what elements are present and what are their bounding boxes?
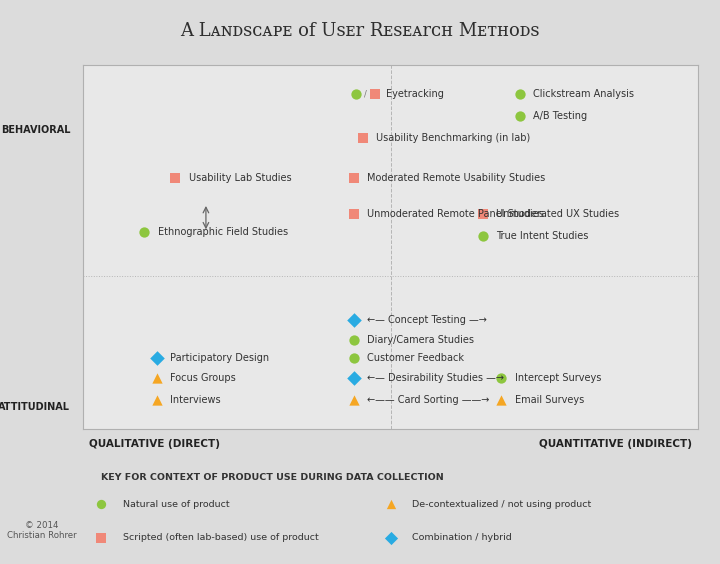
Text: Email Surveys: Email Surveys <box>515 395 584 404</box>
Point <box>477 209 489 218</box>
Text: Customer Feedback: Customer Feedback <box>367 354 464 363</box>
Point <box>348 373 359 382</box>
Text: Usability Lab Studies: Usability Lab Studies <box>189 173 292 183</box>
Text: BEHAVIORAL: BEHAVIORAL <box>1 125 71 135</box>
Text: De-contextualized / not using product: De-contextualized / not using product <box>412 500 591 509</box>
Text: Moderated Remote Usability Studies: Moderated Remote Usability Studies <box>367 173 546 183</box>
Text: ←—— Card Sorting ——→: ←—— Card Sorting ——→ <box>367 395 490 404</box>
Point <box>151 395 163 404</box>
Point <box>348 335 359 344</box>
Text: Eyetracking: Eyetracking <box>387 89 444 99</box>
Text: Clickstream Analysis: Clickstream Analysis <box>534 89 634 99</box>
Text: Scripted (often lab-based) use of product: Scripted (often lab-based) use of produc… <box>123 534 318 543</box>
Point <box>348 173 359 182</box>
Text: ←— Desirability Studies —→: ←— Desirability Studies —→ <box>367 373 504 383</box>
Point <box>151 373 163 382</box>
Point <box>369 90 381 99</box>
Text: Intercept Surveys: Intercept Surveys <box>515 373 601 383</box>
Text: Focus Groups: Focus Groups <box>170 373 236 383</box>
Text: © 2014
Christian Rohrer: © 2014 Christian Rohrer <box>6 521 76 540</box>
Point <box>348 315 359 324</box>
Text: ←— Concept Testing —→: ←— Concept Testing —→ <box>367 315 487 324</box>
Text: Ethnographic Field Studies: Ethnographic Field Studies <box>158 227 288 237</box>
Text: Unmoderated Remote Panel Studies: Unmoderated Remote Panel Studies <box>367 209 544 219</box>
Point <box>495 373 507 382</box>
Point <box>357 133 369 142</box>
Point <box>385 500 397 509</box>
Point <box>495 395 507 404</box>
Point <box>350 90 361 99</box>
Point <box>348 395 359 404</box>
Text: Natural use of product: Natural use of product <box>123 500 230 509</box>
Text: Participatory Design: Participatory Design <box>170 354 269 363</box>
Text: Diary/Camera Studies: Diary/Camera Studies <box>367 334 474 345</box>
Text: Interviews: Interviews <box>170 395 221 404</box>
Point <box>514 111 526 120</box>
Point <box>169 173 181 182</box>
Text: A Lᴀɴᴅѕᴄᴀᴘᴇ of Uѕᴇr Rᴇѕᴇᴀrᴄʜ Mᴇᴛʜᴏᴅѕ: A Lᴀɴᴅѕᴄᴀᴘᴇ of Uѕᴇr Rᴇѕᴇᴀrᴄʜ Mᴇᴛʜᴏᴅѕ <box>180 22 540 40</box>
Text: ATTITUDINAL: ATTITUDINAL <box>0 402 71 412</box>
Point <box>96 500 107 509</box>
Text: A/B Testing: A/B Testing <box>534 111 588 121</box>
Point <box>385 534 397 543</box>
Text: QUALITATIVE (DIRECT): QUALITATIVE (DIRECT) <box>89 439 220 449</box>
Point <box>348 354 359 363</box>
Point <box>477 231 489 240</box>
Text: KEY FOR CONTEXT OF PRODUCT USE DURING DATA COLLECTION: KEY FOR CONTEXT OF PRODUCT USE DURING DA… <box>102 473 444 482</box>
Point <box>348 209 359 218</box>
Text: /: / <box>364 90 367 99</box>
Text: QUANTITATIVE (INDIRECT): QUANTITATIVE (INDIRECT) <box>539 439 692 449</box>
Text: True Intent Studies: True Intent Studies <box>497 231 589 241</box>
Text: Usability Benchmarking (in lab): Usability Benchmarking (in lab) <box>377 133 531 143</box>
Text: Unmoderated UX Studies: Unmoderated UX Studies <box>497 209 620 219</box>
Point <box>514 90 526 99</box>
Point <box>139 228 150 237</box>
Text: Combination / hybrid: Combination / hybrid <box>412 534 512 543</box>
Point <box>96 534 107 543</box>
Point <box>151 354 163 363</box>
